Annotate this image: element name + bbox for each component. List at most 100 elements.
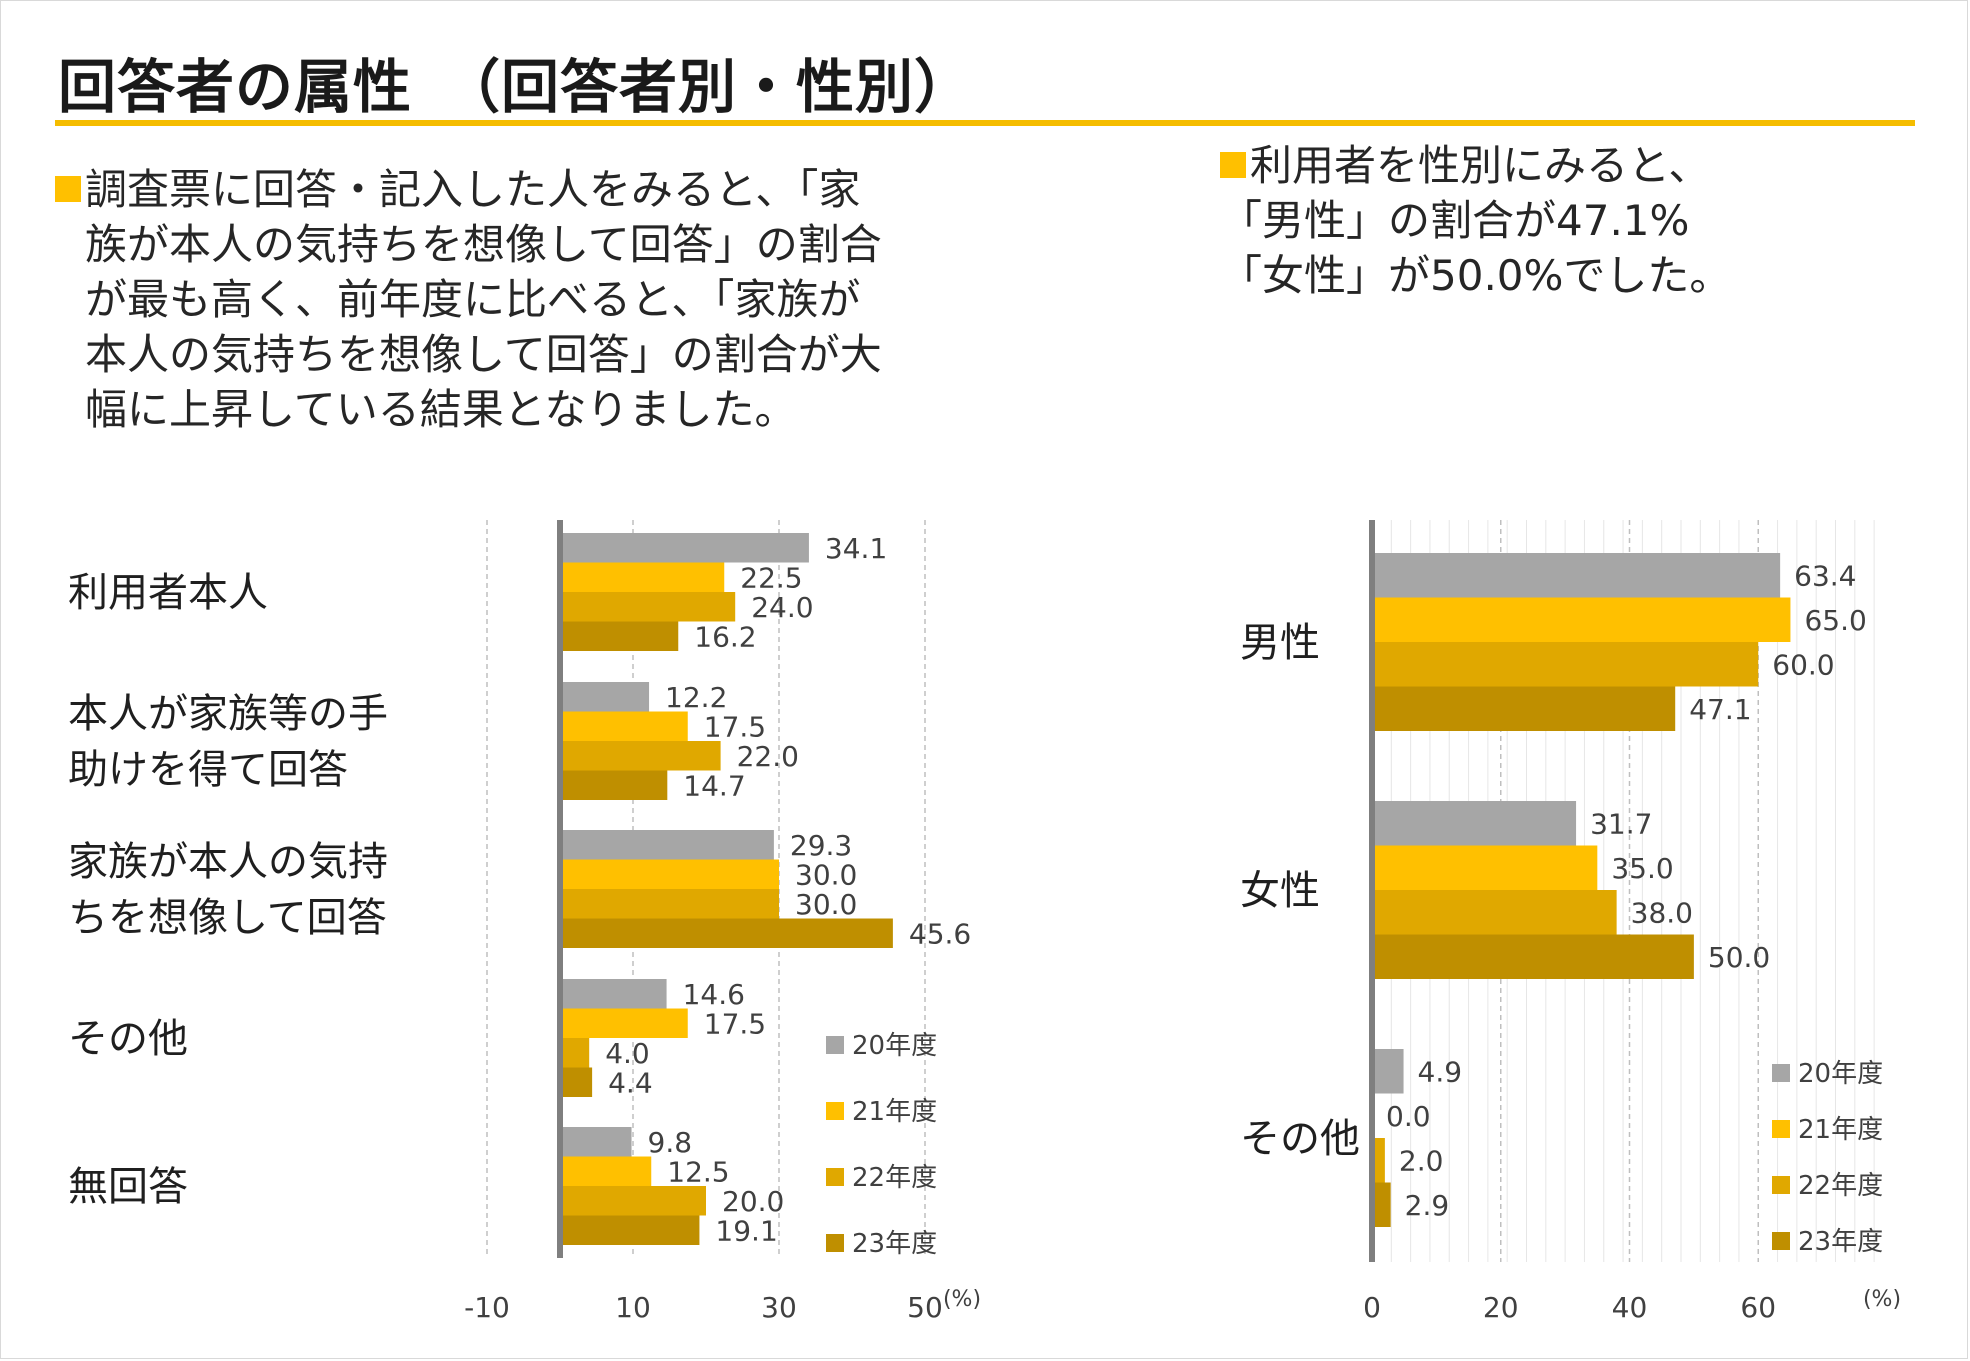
- summary-respondent-text: 調査票に回答・記入した人をみると、「家 族が本人の気持ちを想像して回答」の割合 …: [55, 162, 882, 437]
- summary-line: 族が本人の気持ちを想像して回答」の割合: [85, 220, 882, 269]
- legend-label: 21年度: [1798, 1115, 1883, 1145]
- summary-line: 「男性」の割合が47.1%: [1220, 196, 1690, 245]
- bar-1: [560, 979, 667, 1009]
- title-underline: [55, 120, 1915, 126]
- x-tick-label: -10: [464, 1291, 510, 1324]
- data-label: 2.9: [1405, 1189, 1450, 1222]
- bar-1: [1372, 801, 1577, 846]
- data-label: 35.0: [1611, 852, 1673, 885]
- legend-swatch: [1772, 1232, 1790, 1250]
- data-label: 29.3: [790, 829, 852, 862]
- data-label: 4.4: [608, 1066, 653, 1099]
- data-label: 4.9: [1418, 1055, 1463, 1088]
- bar-2: [560, 1008, 688, 1038]
- summary-line: が最も高く、前年度に比べると、「家族が: [85, 275, 861, 324]
- legend-swatch: [826, 1102, 844, 1120]
- x-tick-label: 30: [761, 1291, 797, 1324]
- bar-3: [560, 1038, 590, 1068]
- legend-swatch: [1772, 1064, 1790, 1082]
- bar-3: [560, 592, 736, 622]
- data-label: 9.8: [648, 1126, 693, 1159]
- category-label: 利用者本人: [68, 570, 268, 616]
- bar-4: [560, 621, 679, 651]
- bar-4: [1372, 686, 1676, 731]
- category-label: 家族が本人の気持: [68, 839, 388, 885]
- bar-1: [560, 830, 774, 860]
- bar-1: [1372, 1049, 1404, 1094]
- data-label: 50.0: [1708, 941, 1770, 974]
- square-bullet-icon: [55, 176, 81, 202]
- data-label: 2.0: [1399, 1144, 1444, 1177]
- data-label: 14.7: [683, 769, 745, 802]
- legend-swatch: [826, 1234, 844, 1252]
- legend-swatch: [826, 1036, 844, 1054]
- summary-line: 調査票に回答・記入した人をみると、「家: [55, 162, 882, 217]
- bar-1: [560, 682, 650, 712]
- x-tick-label: 0: [1363, 1291, 1381, 1324]
- data-label: 24.0: [751, 591, 813, 624]
- summary-line: 本人の気持ちを想像して回答」の割合が大: [85, 330, 882, 379]
- legend-label: 20年度: [852, 1031, 937, 1061]
- data-label: 30.0: [795, 858, 857, 891]
- x-tick-label: 20: [1483, 1291, 1519, 1324]
- legend-label: 21年度: [852, 1097, 937, 1127]
- legend-swatch: [826, 1168, 844, 1186]
- bar-2: [560, 711, 688, 741]
- category-label: 無回答: [68, 1164, 188, 1210]
- data-label: 22.5: [740, 561, 802, 594]
- data-label: 38.0: [1631, 896, 1693, 929]
- bar-3: [560, 1186, 706, 1216]
- unit-label: (%): [943, 1287, 981, 1312]
- category-label: 男性: [1240, 620, 1320, 666]
- category-label: その他: [68, 1016, 188, 1062]
- bar-1: [1372, 553, 1781, 598]
- bar-2: [560, 1156, 652, 1186]
- x-tick-label: 40: [1612, 1291, 1648, 1324]
- data-label: 4.0: [605, 1037, 650, 1070]
- data-label: 19.1: [715, 1214, 777, 1247]
- data-label: 31.7: [1590, 807, 1652, 840]
- bar-3: [1372, 1138, 1385, 1183]
- data-label: 14.6: [683, 978, 745, 1011]
- bar-3: [1372, 642, 1759, 687]
- data-label: 20.0: [722, 1185, 784, 1218]
- category-label: その他: [1240, 1116, 1360, 1162]
- bar-1: [560, 1127, 632, 1157]
- zero-axis-line: [557, 520, 563, 1258]
- data-label: 12.5: [667, 1155, 729, 1188]
- bar-3: [1372, 890, 1617, 935]
- legend-label: 23年度: [852, 1229, 937, 1259]
- square-bullet-icon: [1220, 152, 1246, 178]
- legend-label: 23年度: [1798, 1227, 1883, 1257]
- data-label: 63.4: [1794, 559, 1856, 592]
- summary-line: 利用者を性別にみると、: [1220, 138, 1731, 193]
- summary-gender-text: 利用者を性別にみると、 「男性」の割合が47.1% 「女性」が50.0%でした。: [1220, 138, 1731, 303]
- category-label: ちを想像して回答: [68, 895, 387, 941]
- bar-4: [1372, 934, 1694, 979]
- category-label: 助けを得て回答: [68, 747, 348, 793]
- bar-4: [560, 1067, 593, 1097]
- legend-label: 22年度: [852, 1163, 937, 1193]
- bar-4: [560, 770, 668, 800]
- unit-label: (%): [1863, 1287, 1901, 1312]
- bar-3: [560, 889, 779, 919]
- data-label: 45.6: [909, 917, 971, 950]
- category-label: 本人が家族等の手: [68, 691, 388, 737]
- bar-2: [560, 562, 725, 592]
- bar-2: [560, 859, 779, 889]
- summary-line: 「女性」が50.0%でした。: [1220, 251, 1732, 300]
- data-label: 22.0: [737, 740, 799, 773]
- data-label: 17.5: [704, 710, 766, 743]
- legend-label: 22年度: [1798, 1171, 1883, 1201]
- category-label: 女性: [1240, 868, 1320, 914]
- bar-3: [560, 741, 721, 771]
- legend-swatch: [1772, 1176, 1790, 1194]
- data-label: 47.1: [1689, 693, 1751, 726]
- x-tick-label: 60: [1740, 1291, 1776, 1324]
- data-label: 34.1: [825, 532, 887, 565]
- bar-4: [560, 1215, 700, 1245]
- data-label: 12.2: [665, 681, 727, 714]
